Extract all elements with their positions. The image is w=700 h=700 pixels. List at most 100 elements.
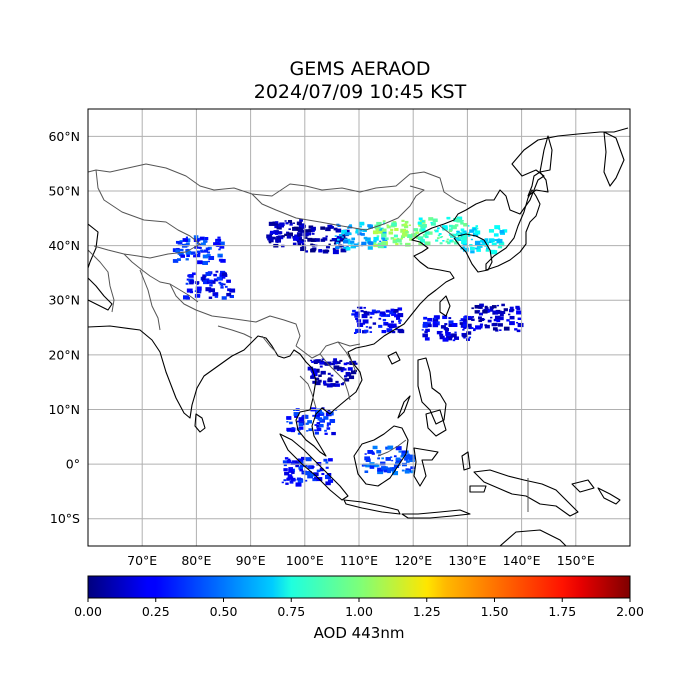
aod-pixel: [485, 249, 490, 252]
aod-pixel: [451, 322, 458, 327]
aod-pixel: [343, 368, 347, 371]
aod-pixel: [219, 273, 222, 275]
aod-pixel: [335, 228, 342, 233]
lon-tick-label: 140°E: [503, 553, 541, 568]
aod-pixel: [368, 326, 372, 329]
aod-pixel: [514, 328, 518, 331]
aod-pixel: [517, 317, 522, 321]
aod-pixel: [186, 278, 190, 281]
aod-pixel: [454, 233, 457, 236]
aod-pixel: [453, 237, 457, 239]
aod-pixel: [301, 224, 306, 228]
aod-pixel: [395, 328, 398, 331]
aod-pixel: [474, 241, 481, 246]
aod-pixel: [336, 369, 340, 371]
aod-pixel: [388, 231, 394, 235]
aod-pixel: [310, 368, 317, 373]
aod-pixel: [391, 467, 395, 470]
aod-pixel: [330, 374, 334, 377]
aod-pixel: [423, 316, 428, 320]
aod-pixel: [268, 221, 275, 226]
aod-pixel: [454, 336, 460, 340]
aod-pixel: [503, 326, 510, 331]
aod-pixel: [290, 477, 296, 482]
lat-tick-label: 30°N: [48, 293, 80, 308]
aod-pixel: [303, 236, 308, 239]
aod-pixel: [314, 477, 318, 480]
aod-pixel: [459, 237, 463, 240]
aod-pixel: [398, 322, 401, 324]
aod-pixel: [416, 236, 420, 240]
aod-pixel: [477, 247, 481, 250]
aod-pixel: [335, 246, 340, 250]
aod-pixel: [471, 307, 474, 310]
aod-pixel: [303, 229, 309, 233]
aod-pixel: [376, 450, 382, 454]
aod-pixel: [333, 242, 337, 245]
aod-pixel: [456, 216, 463, 221]
aod-pixel: [386, 467, 392, 471]
aod-pixel: [177, 253, 180, 255]
aod-pixel: [323, 249, 327, 253]
aod-pixel: [492, 312, 495, 315]
aod-pixel: [296, 461, 301, 465]
aod-pixel: [353, 361, 356, 364]
border-sea-thailand: [299, 375, 317, 409]
aod-pixel: [421, 228, 426, 231]
aod-pixel: [376, 310, 381, 313]
aod-pixel: [461, 229, 464, 232]
aod-pixel: [467, 317, 471, 321]
aod-pixel: [328, 243, 331, 246]
aod-pixel: [454, 241, 459, 245]
lat-tick-label: 20°N: [48, 347, 80, 362]
aod-pixel: [177, 258, 181, 261]
title-datetime: 2024/07/09 10:45 KST: [253, 81, 467, 103]
aod-pixel: [401, 452, 406, 457]
aod-pixel: [209, 284, 213, 287]
aod-pixel: [286, 427, 292, 432]
aod-pixel: [413, 228, 419, 232]
aod-pixel: [401, 223, 406, 227]
aod-pixel: [283, 463, 287, 467]
aod-pixel: [336, 235, 343, 240]
aod-pixel: [221, 296, 227, 300]
aod-pixel: [392, 323, 397, 327]
aod-pixel: [196, 250, 201, 253]
aod-pixel: [202, 260, 208, 265]
aod-pixel: [349, 240, 355, 244]
aod-pixel: [451, 333, 457, 338]
aod-pixel: [462, 333, 468, 338]
aod-pixel: [214, 295, 219, 298]
aod-pixel: [220, 284, 224, 287]
aod-pixel: [464, 315, 468, 318]
aod-pixel: [205, 271, 212, 277]
aod-pixel: [269, 230, 275, 235]
aod-pixel: [410, 470, 415, 474]
aod-pixel: [360, 310, 364, 313]
aod-pixel: [419, 239, 425, 243]
aod-pixel: [305, 422, 309, 425]
aod-pixel: [298, 466, 304, 470]
aod-pixel: [326, 475, 329, 478]
aod-pixel: [206, 254, 211, 257]
aod-pixel: [393, 455, 397, 458]
aod-pixel: [390, 308, 395, 312]
aod-pixel: [327, 372, 331, 375]
aod-pixel: [194, 294, 201, 298]
aod-pixel: [509, 321, 515, 326]
aod-pixel: [351, 313, 355, 316]
aod-pixel: [283, 479, 287, 482]
aod-pixel: [311, 232, 315, 235]
aod-pixel: [310, 473, 315, 477]
aod-pixel: [394, 464, 400, 468]
coastline-philippines: [417, 357, 447, 425]
aod-pixel: [294, 415, 297, 417]
aod-pixel: [293, 228, 296, 231]
aod-pixel: [496, 304, 500, 307]
aod-pixel: [299, 219, 304, 222]
aod-pixel: [310, 375, 315, 379]
aod-pixel: [210, 280, 216, 284]
aod-pixel: [466, 338, 470, 341]
aod-pixel: [506, 319, 510, 322]
aod-pixel: [462, 323, 467, 327]
